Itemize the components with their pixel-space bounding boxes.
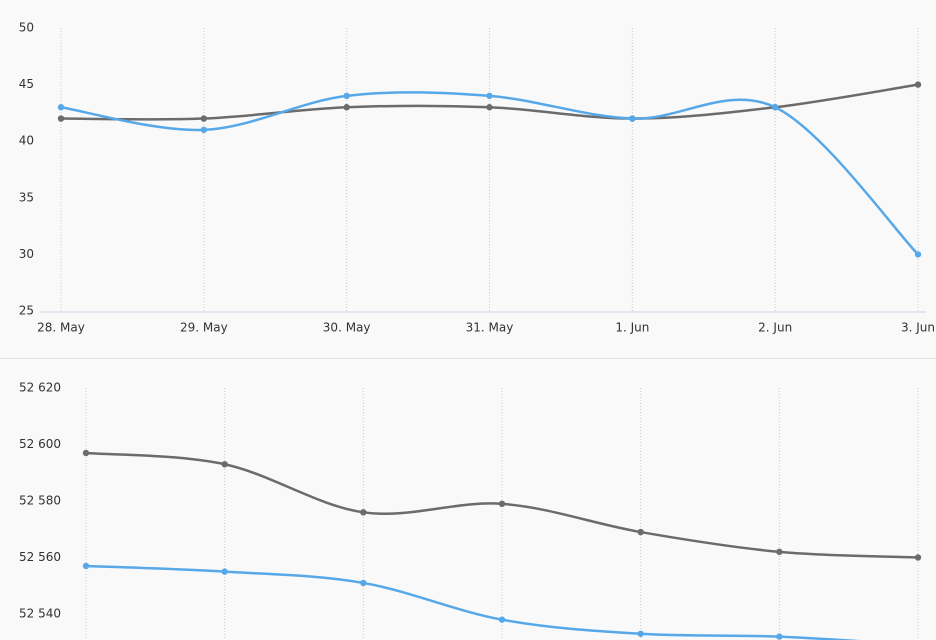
data-point	[637, 630, 644, 637]
y-tick-label: 35	[19, 190, 34, 204]
y-tick-label: 52 540	[19, 607, 61, 621]
data-point	[776, 633, 783, 640]
data-point	[360, 509, 367, 516]
x-tick-label: 1. Jun	[615, 321, 649, 335]
x-tick-label: 3. Jun	[901, 321, 935, 335]
data-point	[343, 104, 350, 111]
data-point	[57, 115, 65, 122]
data-point	[57, 104, 65, 111]
y-tick-label: 25	[19, 304, 34, 318]
y-tick-label: 40	[19, 134, 34, 148]
data-point	[498, 616, 506, 623]
data-point	[343, 92, 350, 100]
data-point	[914, 81, 922, 88]
data-point	[82, 562, 90, 570]
y-tick-label: 52 580	[19, 494, 61, 508]
data-point	[771, 104, 779, 111]
data-point	[82, 449, 90, 457]
data-point	[486, 104, 493, 111]
data-point	[498, 500, 506, 508]
data-point	[200, 126, 208, 134]
x-tick-label: 2. Jun	[758, 321, 792, 335]
y-tick-label: 52 560	[19, 550, 61, 564]
data-point	[200, 115, 208, 122]
data-point	[360, 579, 367, 587]
data-point	[221, 568, 228, 575]
data-point	[914, 554, 922, 561]
data-point	[637, 528, 644, 536]
x-tick-label: 30. May	[323, 321, 371, 335]
data-point	[221, 461, 228, 468]
data-point	[914, 251, 922, 258]
x-tick-label: 31. May	[466, 321, 514, 335]
y-tick-label: 52 600	[19, 437, 61, 451]
y-tick-label: 50	[19, 21, 34, 35]
x-tick-label: 28. May	[37, 321, 85, 335]
y-tick-label: 52 620	[19, 381, 61, 395]
data-point	[776, 548, 783, 556]
data-point	[486, 92, 493, 100]
y-tick-label: 30	[19, 247, 34, 261]
y-tick-label: 45	[19, 77, 34, 91]
x-tick-label: 29. May	[180, 321, 228, 335]
data-point	[629, 115, 636, 122]
